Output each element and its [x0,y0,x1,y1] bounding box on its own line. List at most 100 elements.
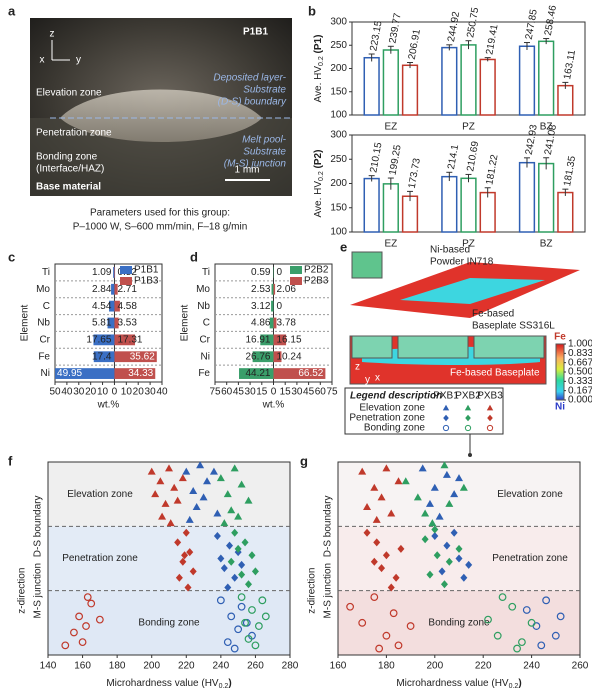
colorbar-tick-label: 0.333 [568,376,592,387]
value-label: 66.52 [298,368,323,379]
diamond-marker [181,551,189,560]
triangle-marker [244,496,253,504]
value-label: 16.15 [277,334,302,345]
x-axis-label-sub: 0.2 [509,683,519,690]
boundary-note: Deposited layer- [213,73,286,84]
diamond-marker [455,544,463,553]
x-tick-label: 160 [74,661,91,672]
plot-frame [337,461,581,656]
x-tick-label: 75 [209,387,221,398]
diamond-marker [438,567,446,576]
triangle-marker [413,493,422,501]
triangle-marker [234,512,243,520]
value-label: 239.77 [388,12,404,44]
circle-marker [237,602,246,611]
e-label: Fe-based Baseplate [450,368,540,379]
bar [114,317,119,329]
x-tick-label: 140 [40,661,57,672]
x-tick-label: 20 [133,387,145,398]
value-label: 241.08 [543,123,559,155]
bead [60,89,262,142]
boundary-label: M-S junction [33,563,44,619]
y-axis-label-suffix: (P2) [313,150,324,172]
bar [93,334,115,346]
diamond-marker [182,528,190,537]
circle-marker [261,612,270,621]
diamond-marker [245,580,253,589]
x-tick-label: 15 [280,387,292,398]
triangle-marker [158,512,167,520]
circle-marker [83,593,92,601]
circle-marker [508,602,517,611]
y-tick-label: 100 [330,110,347,121]
x-tick-label: 160 [330,661,347,672]
value-label: 250.75 [465,6,481,38]
bar [111,283,115,295]
bar [441,46,458,116]
bar [363,177,380,233]
bar [273,283,276,295]
y-tick-label: Cr [199,334,210,345]
triangle-marker [182,467,191,475]
triangle-marker [394,477,403,485]
triangle-marker [377,493,386,501]
x-tick-label: 30 [291,387,303,398]
bar [260,334,274,346]
diamond-marker [179,557,187,566]
y-tick-label: Mo [36,284,50,295]
boundary-label: D-S boundary [323,495,334,557]
value-label: 2.71 [117,284,137,295]
bar [460,177,477,233]
y-axis-label: Element [20,304,31,341]
circle-marker [442,424,450,432]
y-tick-label: 250 [330,40,347,51]
triangle-marker [387,509,396,517]
x-tick-label: 200 [426,661,443,672]
x-tick-label: 200 [143,661,160,672]
diamond-marker [231,528,239,537]
panel-label: c [8,249,15,264]
legend-column: PXB2 [455,391,481,402]
triangle-marker [459,483,468,491]
circle-marker [556,612,565,621]
plot-frame [47,461,291,656]
y-tick-label: 200 [330,63,347,74]
zone-label: Base material [36,182,101,193]
triangle-marker [189,486,198,494]
triangle-marker [486,404,494,411]
bar [273,351,282,363]
x-tick-label: 260 [247,661,264,672]
circle-marker [394,641,403,650]
value-label: 219.41 [484,23,500,55]
x-tick-label: 180 [109,661,126,672]
e-label: Fe-based [472,309,514,320]
diamond-marker [450,528,458,537]
bar [113,267,115,278]
legend-label: P1B3 [134,276,159,287]
x-axis-label-suffix: ) [518,678,521,689]
boundary-note: Melt pool- [242,135,287,146]
bar [271,300,274,312]
boundary-note: Substrate [243,85,286,96]
triangle-marker [216,474,225,482]
y-tick-label: 200 [330,178,347,189]
circle-marker [227,612,236,621]
x-tick-label: 220 [475,661,492,672]
bar [114,334,136,346]
triangle-marker [156,477,165,485]
value-label: 17.65 [86,334,111,345]
triangle-marker [370,483,379,491]
circle-marker [370,593,379,601]
zone-band [338,462,580,527]
zone-band [338,590,580,655]
triangle-marker [428,519,437,527]
axis-x-label: x [40,55,45,66]
boundary-label: D-S boundary [33,495,44,557]
circle-marker [375,644,384,653]
x-tick-label: 40 [61,387,73,398]
bar [479,58,496,116]
value-label: 223.15 [368,20,384,52]
value-label: 181.22 [484,153,500,185]
colorbar-title: Fe [554,332,566,343]
diamond-marker [382,551,390,560]
